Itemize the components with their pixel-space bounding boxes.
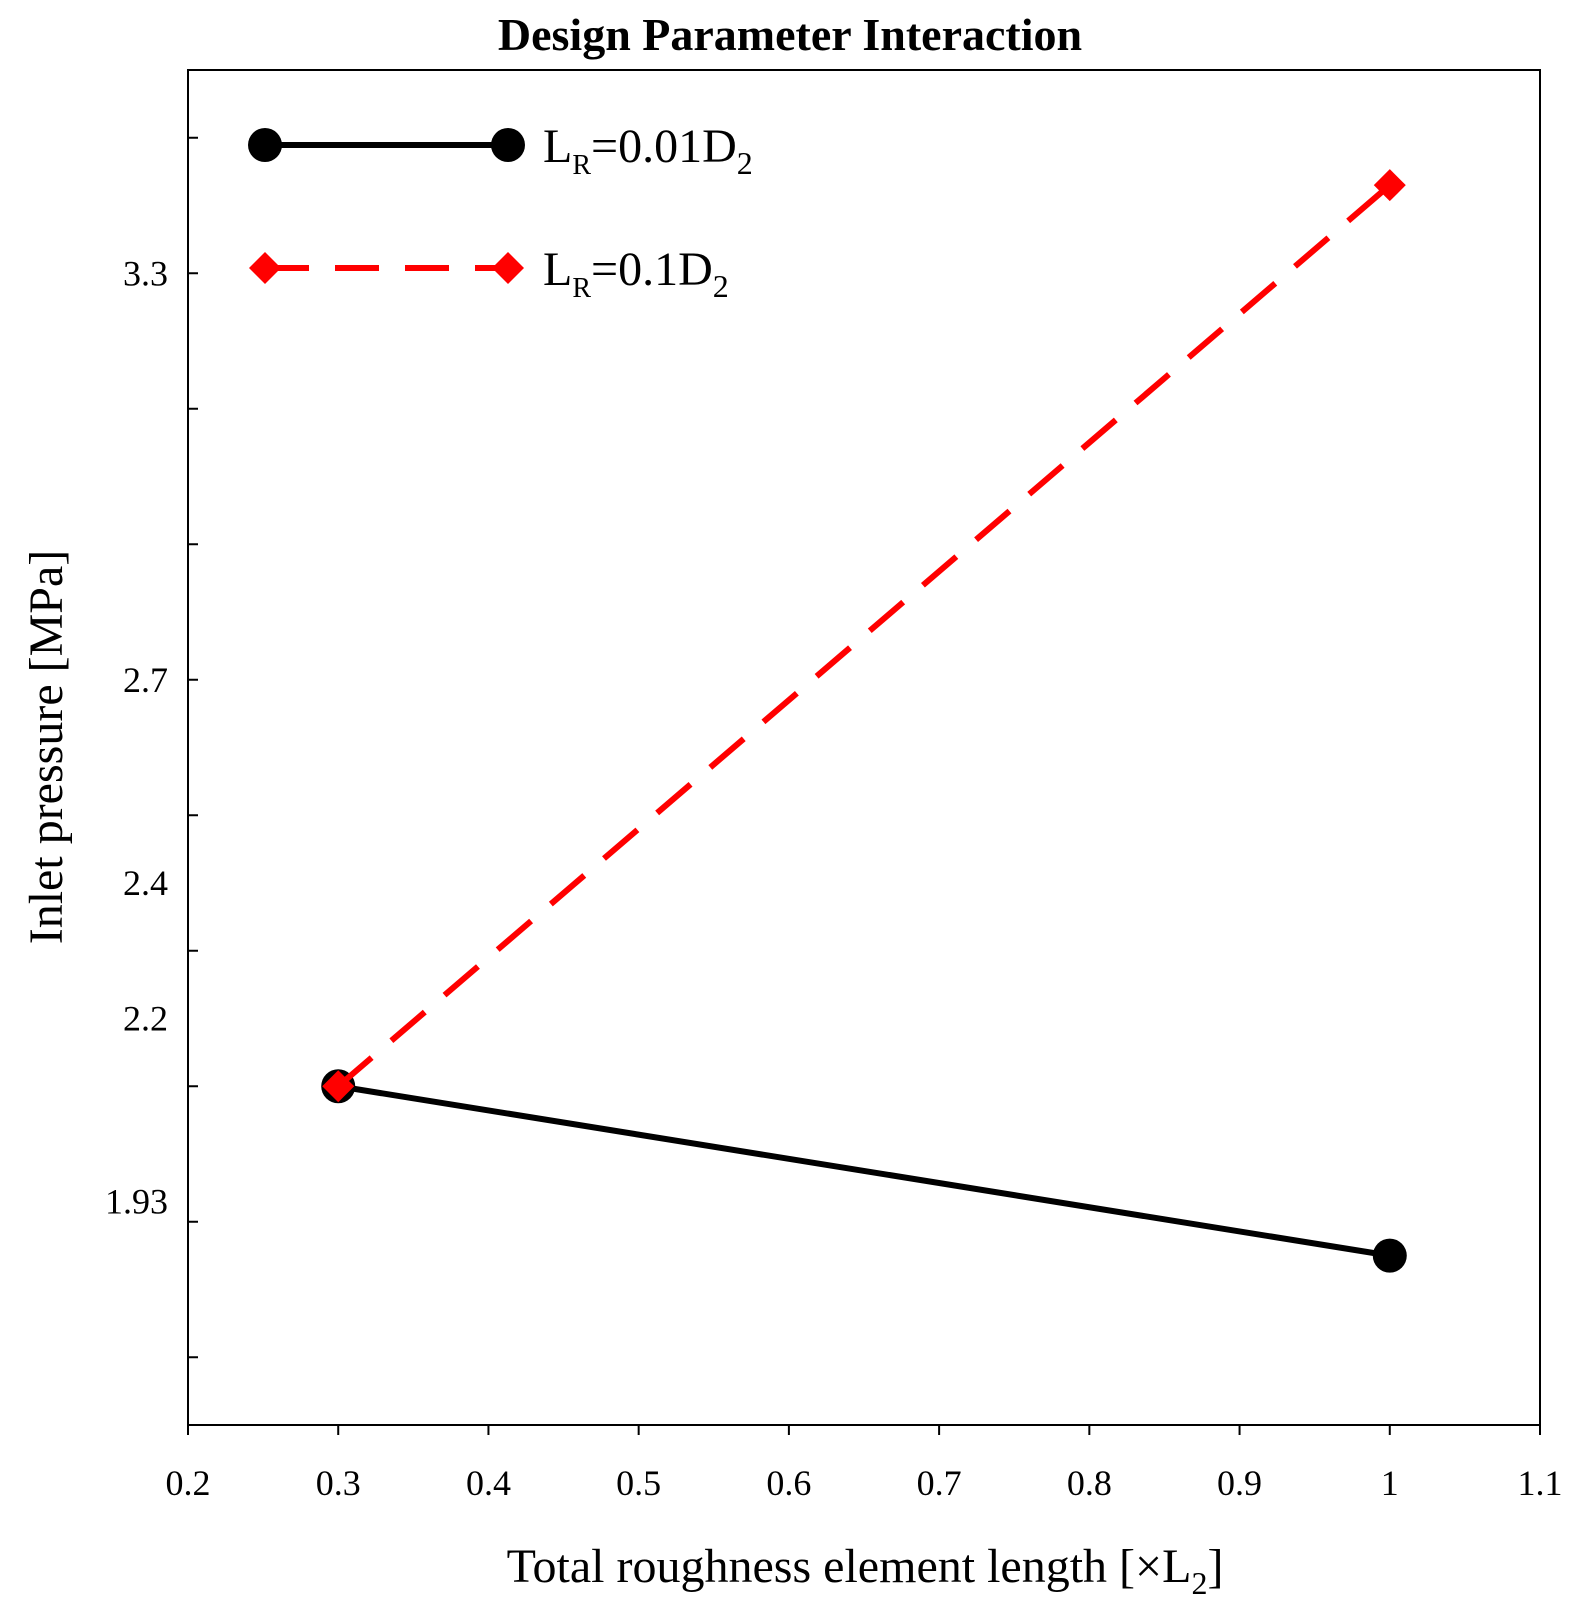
series-layer [321,169,1407,1273]
data-point-diamond [1373,169,1406,202]
data-point-circle [248,128,282,162]
y-tick-label: 2.7 [123,660,168,700]
legend-item-1: LR=0.01D2 [248,120,753,181]
series-1 [321,1069,1407,1273]
data-point-circle [1372,1238,1407,1273]
y-tick-label: 2.4 [123,863,168,903]
x-tick-label: 1.1 [1518,1463,1563,1503]
legend-label: LR=0.01D2 [543,120,753,181]
chart-title: Design Parameter Interaction [498,9,1082,60]
x-tick-label: 0.9 [1217,1463,1262,1503]
x-tick-label: 1 [1381,1463,1399,1503]
x-axis-label: Total roughness element length [×L2] [507,1540,1224,1601]
x-tick-label: 0.8 [1067,1463,1112,1503]
data-point-diamond [249,252,281,284]
x-tick-label: 0.5 [616,1463,661,1503]
series-line [336,182,1392,1089]
x-axis-ticks: 0.2 0.3 0.4 0.5 0.6 0.7 0.8 0.9 1 1.1 [166,1425,1563,1503]
y-axis-label: Inlet pressure [MPa] [20,550,73,945]
data-point-diamond [492,252,524,284]
x-tick-label: 0.2 [166,1463,211,1503]
x-tick-label: 0.6 [766,1463,811,1503]
x-tick-label: 0.7 [917,1463,962,1503]
y-tick-label: 1.93 [105,1181,168,1221]
y-axis-ticks: 3.3 2.7 2.4 2.2 1.93 [105,136,198,1359]
data-point-circle [491,128,525,162]
legend-item-2: LR=0.1D2 [249,243,729,304]
y-tick-label: 2.2 [123,999,168,1039]
series-line [337,1083,1391,1259]
plot-area-frame [187,69,1541,1426]
legend-label: LR=0.1D2 [543,243,729,304]
series-2 [322,169,1406,1103]
x-tick-label: 0.4 [466,1463,511,1503]
legend: LR=0.01D2 LR=0.1D2 [248,120,753,304]
data-point-diamond [322,1070,355,1103]
x-tick-label: 0.3 [316,1463,361,1503]
y-tick-label: 3.3 [123,253,168,293]
